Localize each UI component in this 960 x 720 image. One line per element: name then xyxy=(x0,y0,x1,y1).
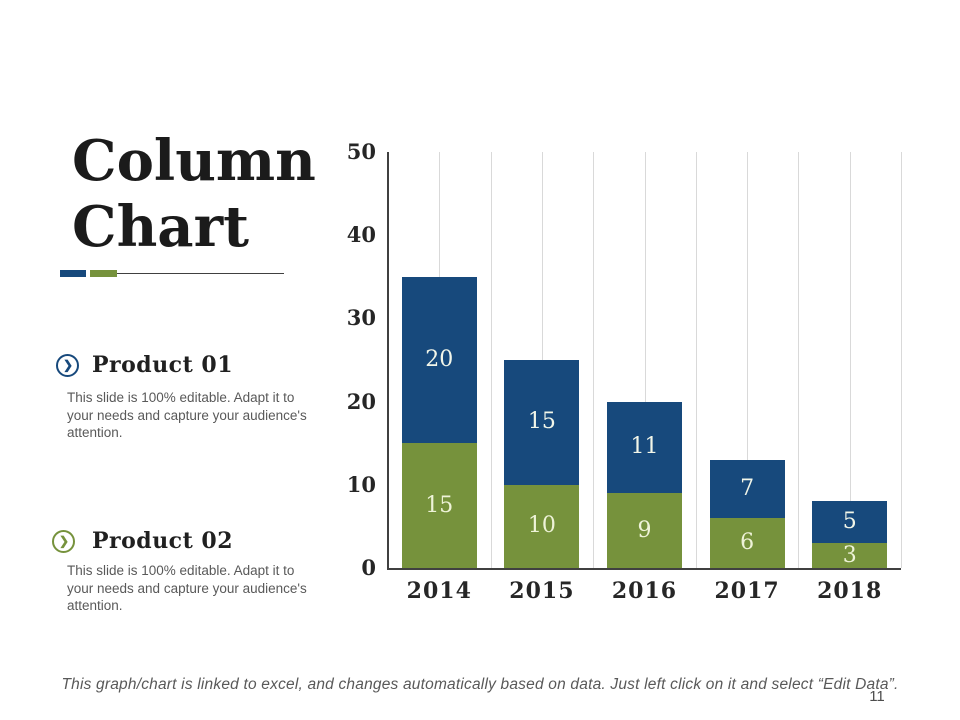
x-axis-line xyxy=(387,568,901,570)
bar-segment-product-01[interactable]: 11 xyxy=(607,401,682,494)
bar-value-label: 7 xyxy=(740,475,755,501)
bar-value-label: 15 xyxy=(425,492,454,518)
bar-2015[interactable]: 10 15 xyxy=(504,360,580,568)
bar-value-label: 20 xyxy=(425,347,454,372)
title-accent-blue-swatch xyxy=(60,270,86,277)
vertical-gridline xyxy=(541,152,543,568)
y-axis-line xyxy=(387,152,389,568)
bar-value-label: 5 xyxy=(842,509,857,535)
bar-value-label: 6 xyxy=(740,530,755,556)
y-axis-tick-label: 50 xyxy=(346,139,376,164)
vertical-gridline xyxy=(798,152,800,568)
bar-2014[interactable]: 15 20 xyxy=(401,276,477,568)
y-axis-tick-label: 40 xyxy=(346,222,376,248)
bar-segment-product-01[interactable]: 20 xyxy=(401,276,477,444)
bar-segment-product-02[interactable]: 9 xyxy=(607,493,682,568)
edit-data-footnote: This graph/chart is linked to excel, and… xyxy=(61,676,899,693)
vertical-gridline xyxy=(644,152,646,568)
vertical-gridline xyxy=(593,152,595,568)
bar-segment-product-01[interactable]: 5 xyxy=(812,501,888,544)
product-02-section: ❯ Product 02 This slide is 100% editable… xyxy=(52,528,312,615)
product-01-name: Product 01 xyxy=(92,352,234,378)
page-title-line-1: Column xyxy=(72,128,316,194)
bar-segment-product-02[interactable]: 15 xyxy=(401,443,477,568)
bar-segment-product-02[interactable]: 10 xyxy=(504,484,580,568)
x-axis-label: 2014 xyxy=(406,578,472,604)
bar-segment-product-01[interactable]: 7 xyxy=(709,459,785,519)
vertical-gridline xyxy=(695,152,697,568)
vertical-gridline xyxy=(747,152,749,568)
title-rule-line xyxy=(117,272,284,275)
product-02-description: This slide is 100% editable. Adapt it to… xyxy=(67,563,307,613)
bar-value-label: 10 xyxy=(527,513,556,539)
bar-value-label: 3 xyxy=(842,542,857,568)
x-axis-label: 2017 xyxy=(714,578,780,604)
bar-2016[interactable]: 9 11 xyxy=(607,401,682,568)
bar-segment-product-01[interactable]: 15 xyxy=(504,360,580,485)
vertical-gridline xyxy=(901,152,902,568)
y-axis-tick-label: 30 xyxy=(346,305,376,331)
product-02-header: ❯ Product 02 xyxy=(52,528,312,554)
title-underline xyxy=(60,270,285,278)
bar-segment-product-02[interactable]: 3 xyxy=(812,542,888,568)
page-title: Column Chart xyxy=(72,128,316,260)
product-01-section: ❯ Product 01 This slide is 100% editable… xyxy=(56,352,312,442)
product-01-description: This slide is 100% editable. Adapt it to… xyxy=(67,390,307,440)
y-axis-tick-label: 20 xyxy=(346,388,376,414)
y-axis-tick-label: 10 xyxy=(346,471,376,497)
chevron-right-circle-icon: ❯ xyxy=(52,529,75,553)
page-title-line-2: Chart xyxy=(72,194,249,260)
bar-value-label: 15 xyxy=(527,409,556,435)
y-axis-tick-label: 0 xyxy=(361,555,376,580)
bar-segment-product-02[interactable]: 6 xyxy=(709,518,785,568)
product-01-header: ❯ Product 01 xyxy=(56,352,312,378)
x-axis-label: 2016 xyxy=(611,578,678,604)
vertical-gridline xyxy=(849,152,851,568)
title-accent-green-swatch xyxy=(90,270,117,277)
product-02-name: Product 02 xyxy=(92,528,234,554)
x-axis-label: 2018 xyxy=(817,578,883,604)
bar-value-label: 11 xyxy=(630,434,659,460)
page-number: 11 xyxy=(869,688,885,705)
bar-value-label: 9 xyxy=(637,517,652,543)
chevron-right-circle-icon: ❯ xyxy=(56,353,79,377)
x-axis-label: 2015 xyxy=(509,578,575,604)
vertical-gridline xyxy=(490,152,492,568)
plot-area[interactable]: 0 10 20 30 40 50 15 20 2014 10 15 2015 9 11 2016 6 7 2017… xyxy=(347,139,902,604)
